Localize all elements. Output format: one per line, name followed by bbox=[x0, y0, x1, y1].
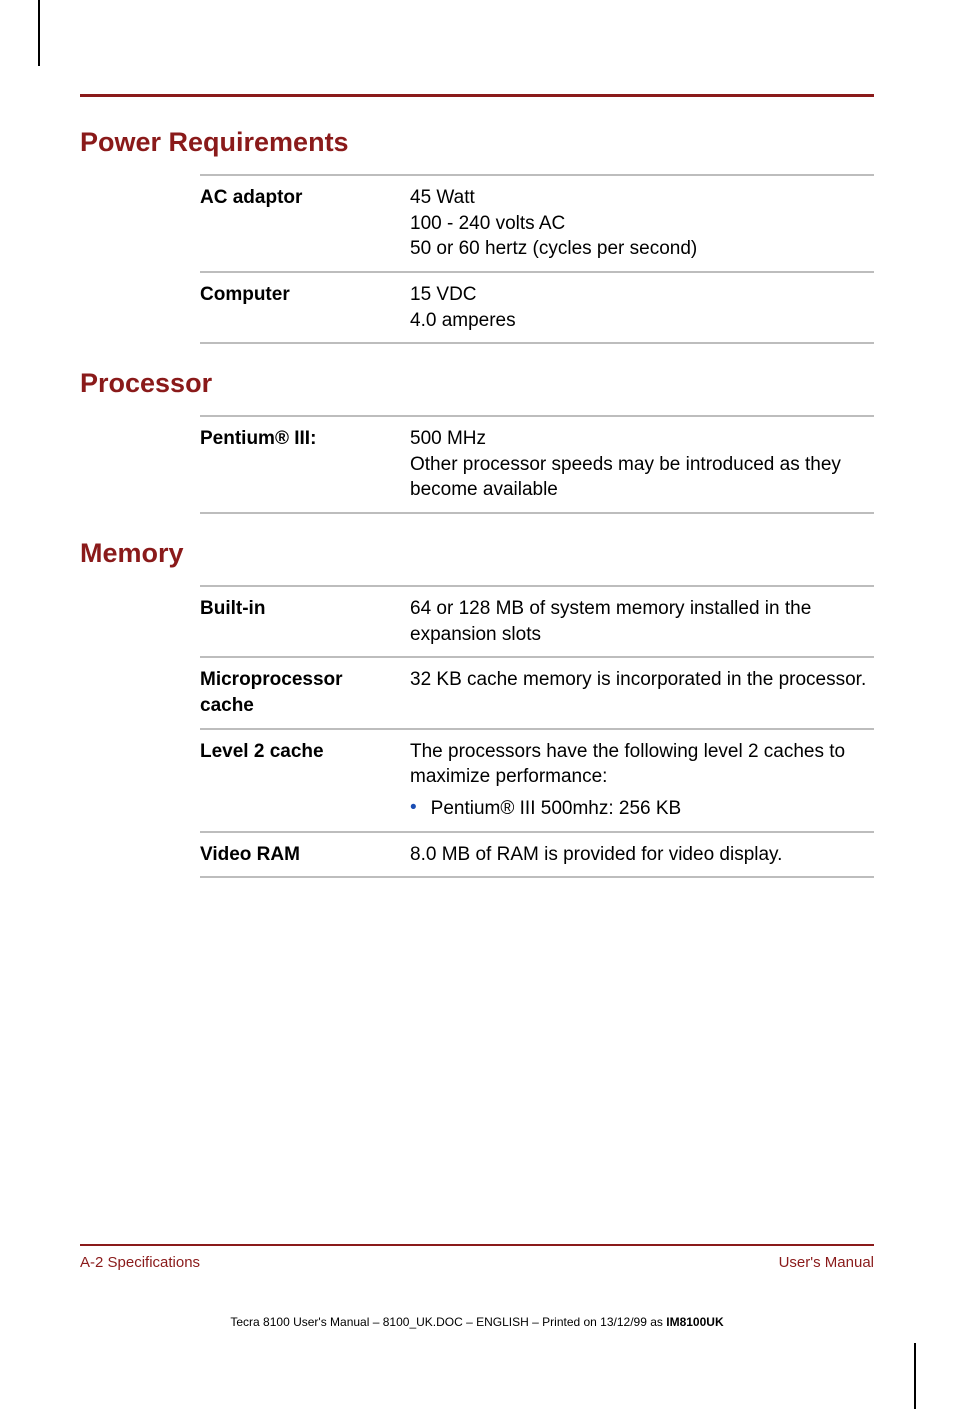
table-row: Pentium® III: 500 MHz Other processor sp… bbox=[200, 415, 874, 514]
bullet-dot-icon: • bbox=[410, 798, 417, 817]
table-row: Computer 15 VDC 4.0 amperes bbox=[200, 271, 874, 344]
value-line: The processors have the following level … bbox=[410, 739, 874, 790]
footer-rule bbox=[80, 1244, 874, 1246]
row-value: 8.0 MB of RAM is provided for video disp… bbox=[410, 842, 874, 868]
memory-table: Built-in 64 or 128 MB of system memory i… bbox=[200, 585, 874, 878]
section-heading-memory: Memory bbox=[80, 538, 874, 569]
footer-left: A-2 Specifications bbox=[80, 1254, 200, 1271]
row-value: 45 Watt 100 - 240 volts AC 50 or 60 hert… bbox=[410, 185, 874, 262]
print-info-text: Tecra 8100 User's Manual – 8100_UK.DOC –… bbox=[230, 1315, 666, 1329]
print-info-code: IM8100UK bbox=[666, 1315, 723, 1329]
row-label: Built-in bbox=[200, 596, 410, 622]
table-row: Microprocessor cache 32 KB cache memory … bbox=[200, 656, 874, 727]
value-line: 100 - 240 volts AC bbox=[410, 211, 874, 237]
row-value: 500 MHz Other processor speeds may be in… bbox=[410, 426, 874, 503]
table-row: Video RAM 8.0 MB of RAM is provided for … bbox=[200, 831, 874, 879]
page-footer: A-2 Specifications User's Manual bbox=[80, 1244, 874, 1271]
value-line: 15 VDC bbox=[410, 282, 874, 308]
section-heading-processor: Processor bbox=[80, 368, 874, 399]
value-line: 500 MHz bbox=[410, 426, 874, 452]
crop-mark bbox=[914, 1343, 916, 1409]
row-value: 64 or 128 MB of system memory installed … bbox=[410, 596, 874, 647]
page-content: Power Requirements AC adaptor 45 Watt 10… bbox=[80, 94, 874, 878]
value-line: 45 Watt bbox=[410, 185, 874, 211]
footer-right: User's Manual bbox=[779, 1254, 874, 1271]
bullet-text: Pentium® III 500mhz: 256 KB bbox=[431, 796, 682, 822]
row-value: 32 KB cache memory is incorporated in th… bbox=[410, 667, 874, 693]
row-value: The processors have the following level … bbox=[410, 739, 874, 822]
value-line: 50 or 60 hertz (cycles per second) bbox=[410, 236, 874, 262]
row-label: Computer bbox=[200, 282, 410, 308]
print-info-line: Tecra 8100 User's Manual – 8100_UK.DOC –… bbox=[0, 1315, 954, 1329]
row-label: AC adaptor bbox=[200, 185, 410, 211]
table-row: Level 2 cache The processors have the fo… bbox=[200, 728, 874, 831]
crop-mark bbox=[38, 0, 40, 66]
bullet-item: • Pentium® III 500mhz: 256 KB bbox=[410, 796, 874, 822]
row-label: Video RAM bbox=[200, 842, 410, 868]
row-value: 15 VDC 4.0 amperes bbox=[410, 282, 874, 333]
table-row: Built-in 64 or 128 MB of system memory i… bbox=[200, 585, 874, 656]
footer-text: A-2 Specifications User's Manual bbox=[80, 1254, 874, 1271]
processor-table: Pentium® III: 500 MHz Other processor sp… bbox=[200, 415, 874, 514]
value-line: Other processor speeds may be introduced… bbox=[410, 452, 874, 503]
section-heading-power: Power Requirements bbox=[80, 127, 874, 158]
row-label: Level 2 cache bbox=[200, 739, 410, 765]
value-line: 4.0 amperes bbox=[410, 308, 874, 334]
row-label: Pentium® III: bbox=[200, 426, 410, 452]
table-row: AC adaptor 45 Watt 100 - 240 volts AC 50… bbox=[200, 174, 874, 271]
header-rule bbox=[80, 94, 874, 97]
power-table: AC adaptor 45 Watt 100 - 240 volts AC 50… bbox=[200, 174, 874, 344]
row-label: Microprocessor cache bbox=[200, 667, 410, 718]
